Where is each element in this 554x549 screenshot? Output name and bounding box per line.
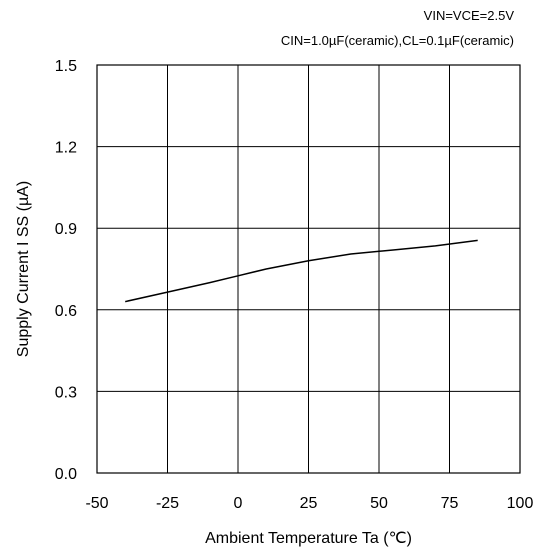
grid bbox=[97, 65, 520, 473]
y-tick-label: 0.3 bbox=[55, 384, 77, 401]
x-tick-label: 100 bbox=[507, 495, 534, 512]
y-tick-label: 1.2 bbox=[55, 140, 77, 157]
series-line bbox=[125, 239, 478, 303]
x-tick-label: 0 bbox=[234, 495, 243, 512]
x-axis-label: Ambient Temperature Ta (℃) bbox=[205, 530, 412, 547]
plot-frame bbox=[96, 64, 521, 474]
tick-labels: -50 -25 0 25 50 75 100 0.0 0.3 0.6 0.9 1.2 1.5 bbox=[55, 58, 534, 512]
x-tick-label: 75 bbox=[441, 495, 459, 512]
x-tick-label: 25 bbox=[300, 495, 318, 512]
y-tick-label: 1.5 bbox=[55, 58, 77, 75]
y-tick-label: 0.0 bbox=[55, 466, 77, 483]
x-tick-label: 50 bbox=[370, 495, 388, 512]
x-tick-label: -25 bbox=[156, 495, 179, 512]
test-condition-capacitors: CIN=1.0µF(ceramic),CL=0.1µF(ceramic) bbox=[280, 33, 514, 48]
y-tick-label: 0.6 bbox=[55, 303, 77, 320]
series-layer bbox=[125, 239, 478, 303]
x-tick-label: -50 bbox=[85, 495, 108, 512]
y-axis-label: Supply Current I SS (µA) bbox=[15, 181, 32, 357]
test-condition-voltage: VIN=VCE=2.5V bbox=[423, 8, 514, 23]
y-tick-label: 0.9 bbox=[55, 221, 77, 238]
